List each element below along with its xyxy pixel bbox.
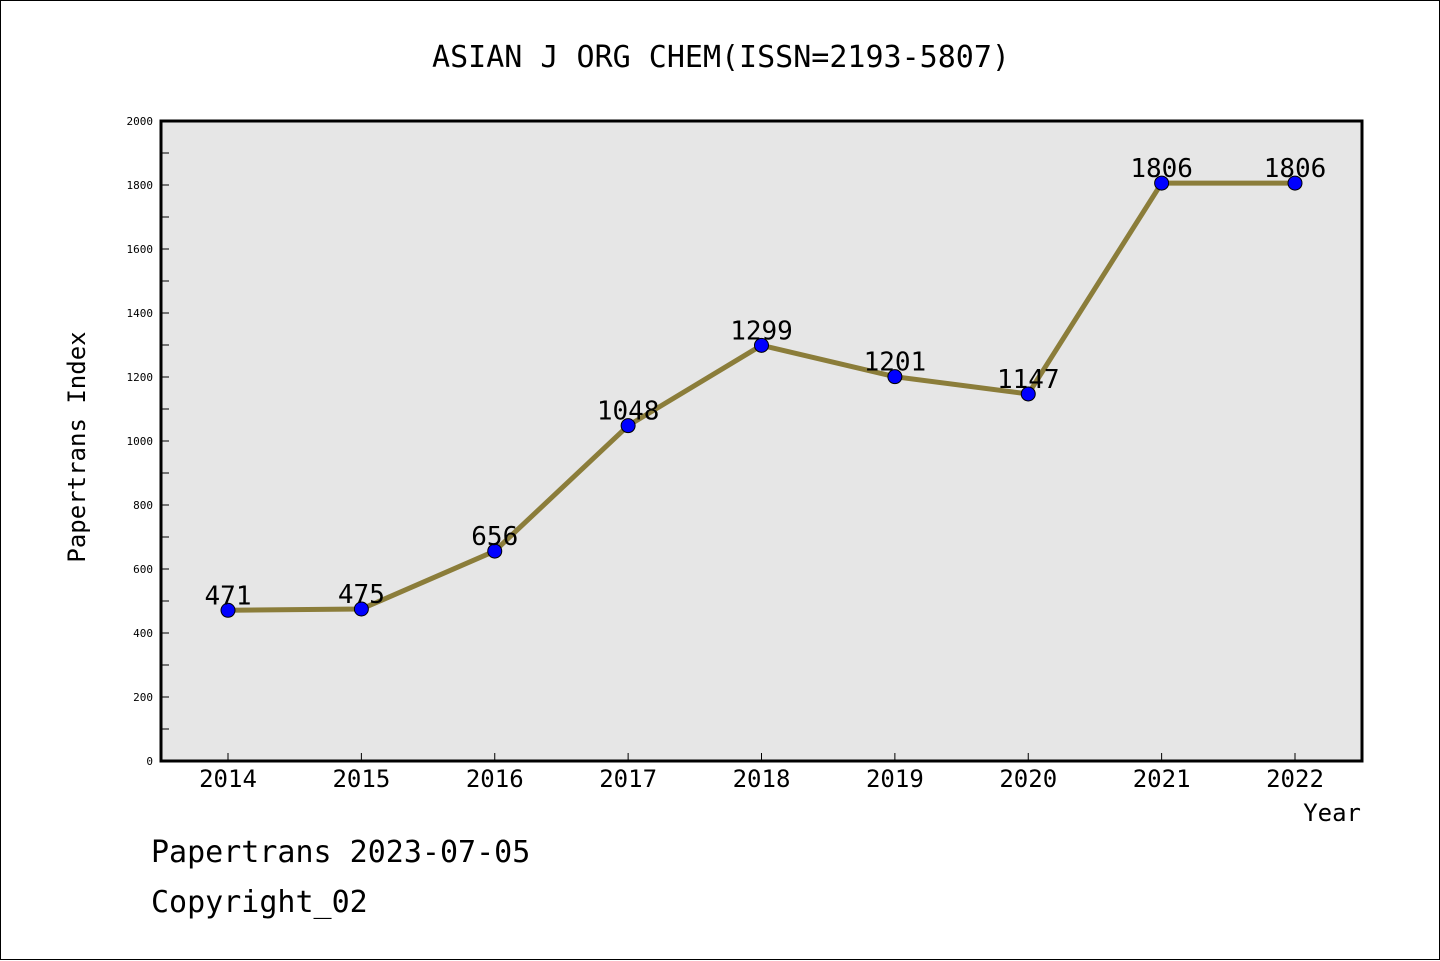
x-tick-label: 2019 xyxy=(866,765,924,793)
y-tick-label: 600 xyxy=(133,563,153,576)
y-tick-label: 1000 xyxy=(127,435,154,448)
x-tick-label: 2021 xyxy=(1133,765,1191,793)
data-labels: 471 475 656 1048 1299 1201 1147 1806 1806 xyxy=(205,154,1327,611)
y-tick-label: 800 xyxy=(133,499,153,512)
data-label: 1048 xyxy=(597,397,660,427)
data-point xyxy=(353,601,369,617)
footer-copyright: Copyright_02 xyxy=(151,885,368,920)
y-tick-label: 400 xyxy=(133,627,153,640)
y-tick-label: 0 xyxy=(146,755,153,768)
data-point xyxy=(1154,175,1170,191)
data-point xyxy=(620,418,636,434)
x-tick-label: 2020 xyxy=(999,765,1057,793)
x-tick-label: 2018 xyxy=(733,765,791,793)
data-label: 656 xyxy=(471,522,518,552)
data-point xyxy=(220,602,236,618)
data-label: 1147 xyxy=(997,365,1060,395)
y-axis: 0 200 400 600 800 1000 1200 1400 1600 1800 2000 xyxy=(127,115,169,768)
chart-title: ASIAN J ORG CHEM(ISSN=2193-5807) xyxy=(432,40,1010,75)
data-point xyxy=(1020,386,1036,402)
x-axis-label: Year xyxy=(1303,799,1361,827)
data-point xyxy=(487,543,503,559)
data-label: 1299 xyxy=(730,316,793,346)
data-label: 475 xyxy=(338,580,385,610)
x-tick-label: 2014 xyxy=(199,765,257,793)
data-label: 471 xyxy=(205,581,252,611)
y-tick-label: 1200 xyxy=(127,371,154,384)
x-tick-label: 2016 xyxy=(466,765,524,793)
data-markers xyxy=(220,175,1303,618)
data-label: 1201 xyxy=(864,348,927,378)
data-point xyxy=(1287,175,1303,191)
plot-area xyxy=(159,119,1364,763)
y-tick-label: 1600 xyxy=(127,243,154,256)
y-tick-label: 200 xyxy=(133,691,153,704)
x-tick-label: 2015 xyxy=(332,765,390,793)
footer-date: Papertrans 2023-07-05 xyxy=(151,835,531,870)
x-tick-label: 2022 xyxy=(1266,765,1324,793)
y-axis-label: Papertrans Index xyxy=(63,331,91,562)
y-tick-label: 2000 xyxy=(127,115,154,128)
x-tick-label: 2017 xyxy=(599,765,657,793)
data-label: 1806 xyxy=(1264,154,1327,184)
y-tick-label: 1800 xyxy=(127,179,154,192)
y-tick-label: 1400 xyxy=(127,307,154,320)
data-label: 1806 xyxy=(1130,154,1193,184)
data-point xyxy=(887,369,903,385)
x-axis: 2014 2015 2016 2017 2018 2019 2020 2021 2022 xyxy=(199,753,1324,793)
data-point xyxy=(754,337,769,353)
